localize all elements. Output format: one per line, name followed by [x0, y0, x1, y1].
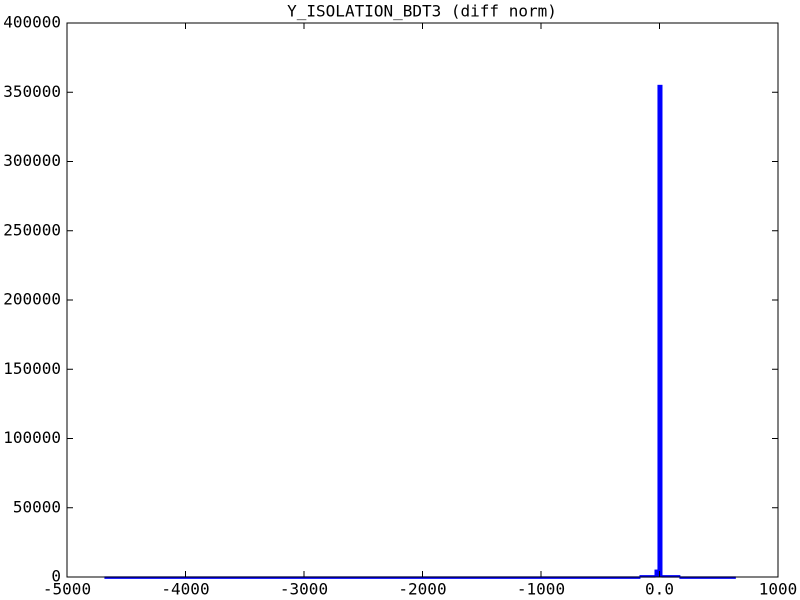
chart-title: Y_ISOLATION_BDT3 (diff norm): [287, 2, 557, 21]
x-tick-label: -5000: [43, 580, 91, 599]
y-tick-label: 350000: [3, 82, 61, 101]
x-tick-label: -1000: [517, 580, 565, 599]
y-tick-label: 250000: [3, 220, 61, 239]
y-tick-label: 400000: [3, 13, 61, 32]
x-tick-label: 0.0: [645, 580, 674, 599]
x-tick-label: -4000: [161, 580, 209, 599]
y-tick-label: 200000: [3, 290, 61, 309]
y-tick-label: 100000: [3, 428, 61, 447]
x-tick-label: -3000: [280, 580, 328, 599]
x-tick-label: -2000: [398, 580, 446, 599]
histogram-bar: [657, 84, 663, 578]
plot-frame: [66, 22, 779, 578]
y-tick-label: 150000: [3, 359, 61, 378]
x-tick-label: 1000: [759, 580, 798, 599]
y-tick-label: 300000: [3, 151, 61, 170]
y-tick-label: 50000: [13, 497, 61, 516]
y-tick-label: 0: [51, 567, 61, 586]
